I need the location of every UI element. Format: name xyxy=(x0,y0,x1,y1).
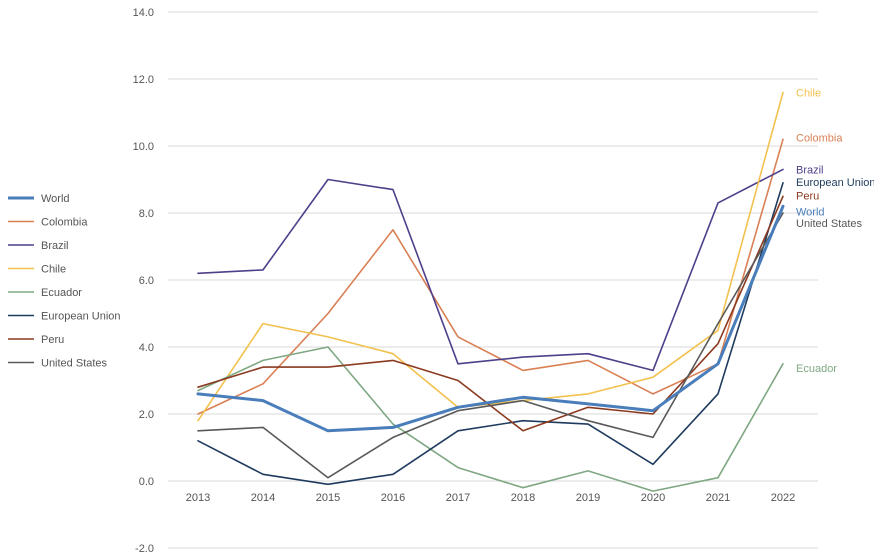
x-tick-label: 2015 xyxy=(316,492,340,504)
x-tick-label: 2016 xyxy=(381,492,405,504)
legend-entry: Chile xyxy=(41,264,66,276)
series-line-united-states xyxy=(197,212,784,479)
end-label-ecuador: Ecuador xyxy=(796,363,837,375)
x-tick-label: 2022 xyxy=(771,492,795,504)
y-tick-label: 8.0 xyxy=(139,208,154,220)
end-label-brazil: Brazil xyxy=(796,164,824,176)
x-tick-label: 2018 xyxy=(511,492,535,504)
x-tick-label: 2017 xyxy=(446,492,470,504)
series-lines xyxy=(196,91,785,492)
end-label-world: World xyxy=(796,206,825,218)
y-tick-label: 4.0 xyxy=(139,342,154,354)
x-tick-label: 2013 xyxy=(186,492,210,504)
legend-entry: Peru xyxy=(41,334,64,346)
legend-entry: Brazil xyxy=(41,240,69,252)
legend-entry: Colombia xyxy=(41,217,88,229)
y-tick-label: 2.0 xyxy=(139,409,154,421)
y-tick-label: 12.0 xyxy=(133,74,154,86)
gridlines xyxy=(168,11,818,549)
x-tick-label: 2019 xyxy=(576,492,600,504)
x-tick-label: 2020 xyxy=(641,492,665,504)
series-line-brazil xyxy=(197,168,784,372)
x-tick-label: 2021 xyxy=(706,492,730,504)
series-line-world xyxy=(196,204,785,433)
series-line-colombia xyxy=(197,138,784,415)
legend-entry: European Union xyxy=(41,311,121,323)
x-tick-label: 2014 xyxy=(251,492,275,504)
series-line-european-union xyxy=(197,182,784,486)
series-line-peru xyxy=(197,195,784,432)
end-label-colombia: Colombia xyxy=(796,132,843,144)
y-tick-label: 14.0 xyxy=(133,7,154,19)
y-tick-label: 10.0 xyxy=(133,141,154,153)
series-line-chile xyxy=(197,91,784,422)
legend: World Colombia Brazil Chile Ecuador European … xyxy=(8,193,121,370)
end-label-european-union: European Union xyxy=(796,177,874,189)
y-axis-tick-labels: 14.0 12.0 10.0 8.0 6.0 4.0 2.0 0.0 -2.0 xyxy=(133,7,154,555)
end-label-peru: Peru xyxy=(796,190,819,202)
end-label-united-states: United States xyxy=(796,218,863,230)
series-end-labels: World Colombia Brazil Chile Ecuador European … xyxy=(796,87,874,374)
series-line-ecuador xyxy=(197,346,784,492)
y-tick-label: 0.0 xyxy=(139,476,154,488)
legend-entry: Ecuador xyxy=(41,287,82,299)
y-tick-label: 6.0 xyxy=(139,275,154,287)
y-tick-label: -2.0 xyxy=(135,543,154,555)
legend-entry: United States xyxy=(41,358,108,370)
x-axis-tick-labels: 2013 2014 2015 2016 2017 2018 2019 2020 2021 2022 xyxy=(186,492,795,504)
legend-entry: World xyxy=(41,193,70,205)
end-label-chile: Chile xyxy=(796,87,821,99)
